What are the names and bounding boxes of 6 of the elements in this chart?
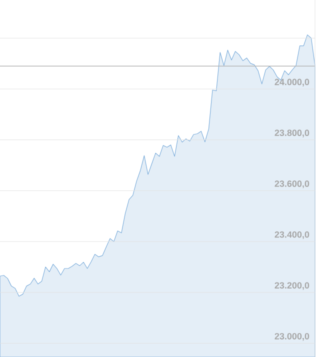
y-tick-label: 23.200,0 xyxy=(274,282,310,290)
y-tick-label: 23.000,0 xyxy=(274,333,310,341)
y-tick-label: 24.000,0 xyxy=(274,78,310,86)
y-tick-label: 23.600,0 xyxy=(274,180,310,188)
y-tick-label: 23.800,0 xyxy=(274,130,310,138)
y-tick-label: 23.400,0 xyxy=(274,231,310,240)
